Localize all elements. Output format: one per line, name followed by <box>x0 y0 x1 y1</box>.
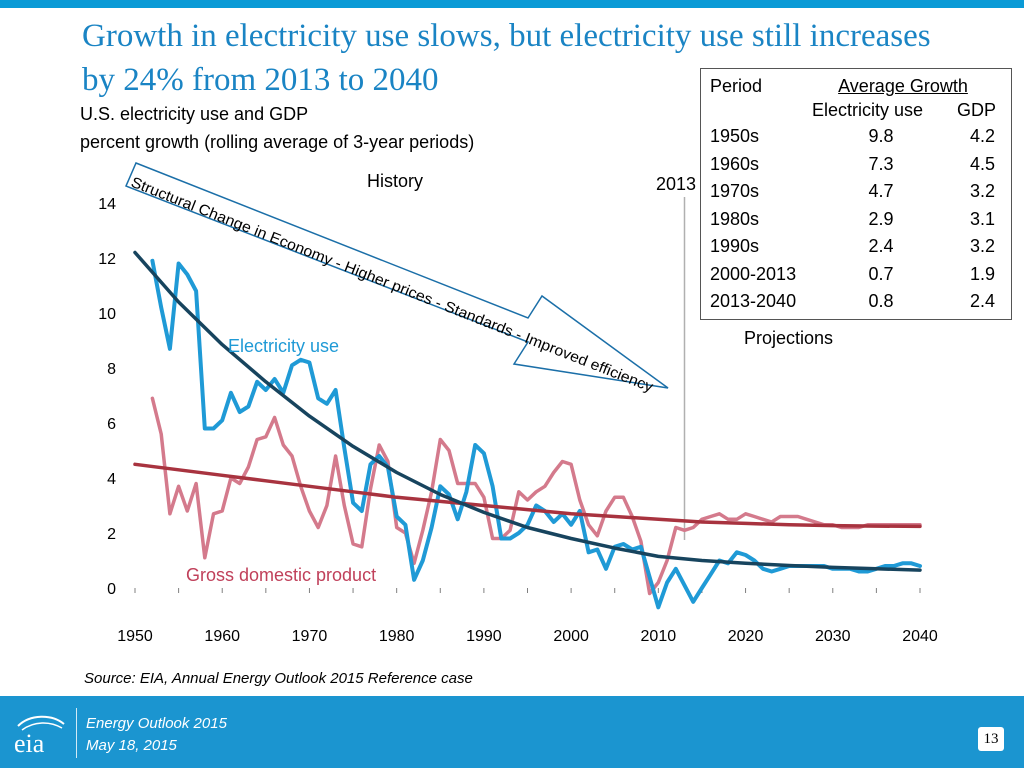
year-2013-label: 2013 <box>656 174 697 194</box>
slide-title-line1: Growth in electricity use slows, but ele… <box>82 18 931 54</box>
eia-logo: eia <box>14 715 65 756</box>
top-accent-bar <box>0 0 1024 8</box>
table-gdp-cell: 1.9 <box>969 263 995 284</box>
y-tick-label: 6 <box>107 416 116 433</box>
y-tick-label: 8 <box>107 361 116 378</box>
arrow-shape <box>125 162 669 389</box>
gdp-line <box>150 396 922 596</box>
table-electricity-cell: 2.4 <box>868 236 894 256</box>
x-tick-label: 2020 <box>728 628 764 645</box>
chart-subtitle: U.S. electricity use and GDP <box>80 104 309 124</box>
table-period-header: Period <box>710 76 763 96</box>
slide-title-line2: by 24% from 2013 to 2040 <box>82 62 439 98</box>
table-gdp-cell: 4.5 <box>969 153 995 174</box>
slide-title: Growth in electricity use slows, but ele… <box>82 14 982 102</box>
y-tick-label: 14 <box>98 196 116 213</box>
x-tick-label: 1950 <box>117 628 153 645</box>
projections-label: Projections <box>744 328 834 348</box>
x-tick-label: 2000 <box>553 628 589 645</box>
table-period-cell: 1950s <box>710 126 760 146</box>
table-period-cell: 1960s <box>710 153 760 174</box>
chart-units: percent growth (rolling average of 3-yea… <box>80 132 475 152</box>
page-number: 13 <box>978 727 1004 751</box>
table-period-cell: 1980s <box>710 208 760 229</box>
table-electricity-cell: 0.8 <box>868 291 894 311</box>
table-group-header: Average Growth <box>838 76 968 96</box>
footer-date: May 18, 2015 <box>86 737 177 754</box>
y-tick-label: 0 <box>107 581 116 598</box>
table-gdp-cell: 2.4 <box>969 291 995 311</box>
x-tick-label: 1990 <box>466 628 502 645</box>
table-period-cell: 2013-2040 <box>710 291 797 311</box>
table-electricity-header: Electricity use <box>812 100 924 120</box>
electricity-trend-line <box>133 250 922 572</box>
y-tick-label: 12 <box>98 251 116 268</box>
table-electricity-cell: 2.9 <box>868 208 894 229</box>
source-note: Source: EIA, Annual Energy Outlook 2015 … <box>84 670 473 687</box>
table-gdp-cell: 4.2 <box>969 126 995 146</box>
gdp-series-label: Gross domestic product <box>186 565 377 585</box>
y-tick-label: 2 <box>107 526 116 543</box>
table-electricity-cell: 7.3 <box>868 153 894 174</box>
x-tick-label: 1980 <box>379 628 415 645</box>
table-gdp-cell: 3.2 <box>969 181 995 201</box>
y-axis: 0 2 4 6 8 10 12 14 <box>98 196 116 598</box>
table-electricity-cell: 9.8 <box>868 126 894 146</box>
x-tick-label: 2040 <box>902 628 938 645</box>
table-period-cell: 2000-2013 <box>710 263 797 284</box>
table-period-cell: 1970s <box>710 181 760 201</box>
gdp-trend-line <box>133 462 922 529</box>
table-gdp-cell: 3.1 <box>969 208 995 229</box>
table-electricity-cell: 4.7 <box>868 181 894 201</box>
table-period-cell: 1990s <box>710 236 760 256</box>
growth-line-chart: 0 2 4 6 8 10 12 14 1950 1960 1970 1980 1990 2000 2010… <box>98 162 938 645</box>
table-electricity-cell: 0.7 <box>868 263 894 284</box>
y-tick-label: 4 <box>107 471 116 488</box>
eia-logo-text: eia <box>14 729 45 756</box>
history-label: History <box>367 171 424 191</box>
table-gdp-cell: 3.2 <box>969 236 995 256</box>
x-tick-label: 2010 <box>641 628 677 645</box>
x-tick-label: 2030 <box>815 628 851 645</box>
footer-divider <box>76 708 77 758</box>
arrow-text: Structural Change in Economy - Higher pr… <box>129 174 656 396</box>
structural-change-arrow: Structural Change in Economy - Higher pr… <box>125 162 669 396</box>
table-gdp-header: GDP <box>957 100 997 120</box>
x-tick-label: 1970 <box>292 628 328 645</box>
electricity-series-label: Electricity use <box>228 336 340 356</box>
x-tick-label: 1960 <box>204 628 240 645</box>
x-axis: 1950 1960 1970 1980 1990 2000 2010 2020 2030 2040 <box>117 588 938 645</box>
footer-bar <box>0 696 1024 768</box>
average-growth-table: Period Average Growth Electricity use GD… <box>700 68 1012 320</box>
y-tick-label: 10 <box>98 306 116 323</box>
footer-title: Energy Outlook 2015 <box>86 715 227 732</box>
